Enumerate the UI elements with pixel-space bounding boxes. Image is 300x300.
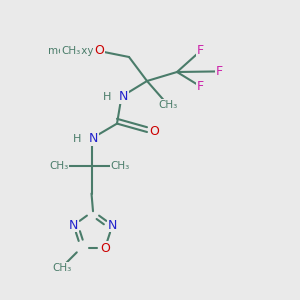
- Text: N: N: [69, 219, 78, 232]
- Text: methoxy: methoxy: [48, 46, 93, 56]
- Text: O: O: [100, 242, 110, 255]
- Text: O: O: [94, 44, 104, 58]
- Text: F: F: [197, 80, 204, 93]
- Text: CH₃: CH₃: [158, 100, 178, 110]
- Text: CH₃: CH₃: [52, 262, 71, 273]
- Text: CH₃: CH₃: [61, 46, 80, 56]
- Text: N: N: [119, 90, 129, 103]
- Text: H: H: [103, 92, 111, 102]
- Text: N: N: [89, 132, 99, 145]
- Text: O: O: [150, 124, 159, 138]
- Text: CH₃: CH₃: [110, 160, 130, 171]
- Text: F: F: [215, 65, 223, 78]
- Text: CH₃: CH₃: [49, 160, 68, 171]
- Text: N: N: [108, 219, 117, 232]
- Text: F: F: [197, 44, 204, 58]
- Text: H: H: [73, 134, 81, 144]
